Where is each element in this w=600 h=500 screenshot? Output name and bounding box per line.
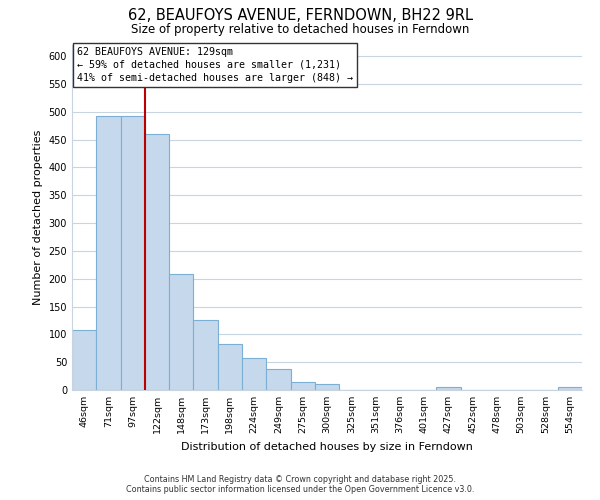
Bar xyxy=(242,358,266,390)
Bar xyxy=(558,387,582,390)
Bar xyxy=(290,382,315,390)
Bar xyxy=(436,387,461,390)
Bar xyxy=(169,274,193,390)
Bar xyxy=(218,344,242,390)
Bar xyxy=(121,116,145,390)
Text: Size of property relative to detached houses in Ferndown: Size of property relative to detached ho… xyxy=(131,22,469,36)
Text: 62, BEAUFOYS AVENUE, FERNDOWN, BH22 9RL: 62, BEAUFOYS AVENUE, FERNDOWN, BH22 9RL xyxy=(128,8,473,22)
Bar xyxy=(145,134,169,390)
Text: Contains HM Land Registry data © Crown copyright and database right 2025.
Contai: Contains HM Land Registry data © Crown c… xyxy=(126,474,474,494)
Bar xyxy=(266,370,290,390)
X-axis label: Distribution of detached houses by size in Ferndown: Distribution of detached houses by size … xyxy=(181,442,473,452)
Bar xyxy=(193,320,218,390)
Bar xyxy=(315,384,339,390)
Bar xyxy=(72,330,96,390)
Y-axis label: Number of detached properties: Number of detached properties xyxy=(33,130,43,305)
Text: 62 BEAUFOYS AVENUE: 129sqm
← 59% of detached houses are smaller (1,231)
41% of s: 62 BEAUFOYS AVENUE: 129sqm ← 59% of deta… xyxy=(77,46,353,83)
Bar xyxy=(96,116,121,390)
